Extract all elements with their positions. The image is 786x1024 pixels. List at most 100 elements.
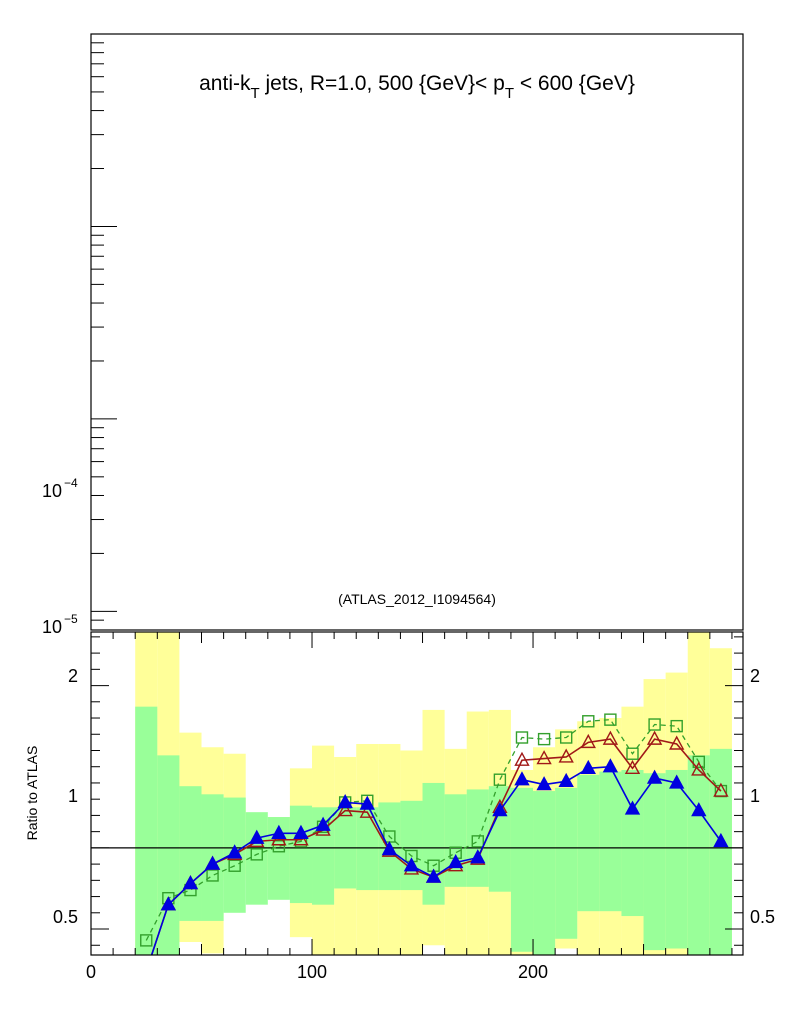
green-band-bin — [400, 800, 423, 891]
green-band-bin — [621, 769, 644, 917]
svg-text:10: 10 — [42, 481, 62, 501]
blue-triangle-marker — [359, 795, 375, 810]
main-y-ticks — [91, 33, 117, 631]
green-square-marker — [648, 718, 661, 731]
blue-triangle-marker — [558, 772, 574, 788]
blue-triangle-marker — [249, 829, 265, 844]
green-band-bin — [577, 774, 600, 912]
blue-triangle-marker — [713, 832, 729, 848]
blue-triangle-marker — [381, 841, 398, 856]
green-square-marker — [692, 755, 705, 769]
blue-triangle-marker — [425, 868, 442, 883]
red-triangle-marker — [536, 750, 552, 765]
red-triangle-marker — [514, 751, 530, 766]
green-band-bin — [599, 771, 622, 912]
ratio-y-axis-label: Ratio to ATLAS — [24, 746, 40, 841]
green-square-line — [145, 718, 722, 941]
blue-triangle-marker — [470, 849, 486, 864]
green-square-marker — [582, 715, 595, 728]
blue-triangle-marker — [646, 769, 663, 784]
ratio-y-tick-label-0.5: 0.5 — [53, 907, 78, 927]
green-band-bin — [179, 786, 202, 921]
blue-triangle-marker — [337, 793, 353, 809]
ratio-y-tick-label-1: 1 — [68, 786, 78, 806]
green-square-marker — [228, 859, 241, 872]
main-panel: anti-kT jets, R=1.0, 500 {GeV}< pT < 600… — [42, 33, 744, 637]
blue-triangle-marker — [624, 800, 641, 815]
green-band-bin — [555, 787, 578, 939]
blue-triangle-marker — [448, 854, 464, 869]
green-band-bin — [422, 782, 445, 905]
red-triangle-marker — [337, 802, 353, 817]
green-band-bin — [533, 791, 556, 955]
green-square-marker — [471, 835, 484, 848]
ratio-right-tick-label-1: 1 — [750, 786, 760, 806]
green-band-bin — [289, 805, 313, 904]
green-band-bin — [643, 773, 666, 951]
green-band-bin — [245, 812, 268, 905]
green-square-marker — [493, 773, 507, 786]
blue-triangle-marker — [514, 771, 530, 786]
main-y-tick-label-1e-5: 10 −5 — [42, 612, 78, 637]
ratio-ticks — [90, 632, 743, 955]
ratio-right-tick-label-0.5: 0.5 — [750, 907, 775, 927]
ratio-plot-frame — [90, 631, 744, 956]
red-triangle-marker — [558, 748, 574, 763]
green-square-marker — [250, 848, 263, 861]
green-square-marker — [670, 719, 683, 733]
green-band-bin — [157, 755, 180, 955]
green-band-bin — [510, 787, 534, 952]
blue-triangle-marker — [669, 774, 685, 789]
blue-triangle-marker — [315, 816, 331, 831]
main-y-tick-label-1e-4: 10 −4 — [42, 476, 78, 501]
blue-triangle-marker — [691, 802, 707, 817]
uncertainty-band-green — [135, 706, 732, 955]
red-triangle-marker — [713, 782, 729, 797]
main-annotation: (ATLAS_2012_I1094564) — [338, 591, 496, 607]
ratio-right-tick-label-2: 2 — [750, 666, 760, 686]
ratio-panel: 2 1 0.5 2 1 0.5 0 100 200 Ratio to ATLAS — [24, 631, 775, 982]
blue-triangle-marker — [293, 824, 309, 839]
ratio-series — [140, 713, 729, 955]
main-title: anti-kT jets, R=1.0, 500 {GeV}< pT < 600… — [199, 72, 635, 102]
red-triangle-marker — [669, 735, 685, 750]
red-triangle-marker — [646, 730, 663, 745]
green-square-marker — [272, 840, 286, 853]
green-band-bin — [709, 748, 732, 955]
blue-triangle-marker — [226, 844, 243, 859]
green-square-marker — [140, 934, 153, 947]
green-square-marker — [626, 747, 639, 760]
green-square-marker — [559, 731, 573, 744]
svg-text:−5: −5 — [64, 612, 78, 626]
x-tick-label-0: 0 — [86, 962, 96, 982]
blue-triangle-marker — [580, 759, 596, 775]
blue-triangle-marker — [403, 857, 420, 872]
red-triangle-marker — [602, 730, 619, 745]
red-triangle-marker — [624, 759, 641, 775]
x-tick-label-200: 200 — [518, 962, 548, 982]
blue-triangle-marker — [204, 855, 221, 870]
green-band-bin — [665, 769, 688, 949]
green-band-bin — [356, 807, 379, 891]
green-band-bin — [444, 794, 467, 887]
ratio-y-tick-label-2: 2 — [68, 666, 78, 686]
svg-text:−4: −4 — [64, 476, 78, 490]
green-band-bin — [466, 789, 489, 887]
blue-triangle-marker — [271, 824, 287, 839]
green-square-marker — [604, 713, 617, 726]
blue-triangle-marker — [492, 802, 508, 817]
green-square-marker — [515, 731, 529, 744]
green-band-bin — [687, 755, 710, 955]
green-square-marker — [537, 732, 551, 746]
blue-triangle-marker — [182, 875, 199, 890]
red-triangle-marker — [691, 761, 707, 776]
main-plot-frame — [90, 33, 744, 631]
green-square-marker — [206, 869, 219, 882]
svg-text:10: 10 — [42, 617, 62, 637]
blue-triangle-marker — [536, 776, 552, 791]
red-triangle-marker — [580, 733, 596, 749]
green-band-bin — [135, 706, 158, 955]
blue-triangle-marker — [160, 896, 177, 911]
x-tick-label-100: 100 — [297, 962, 327, 982]
